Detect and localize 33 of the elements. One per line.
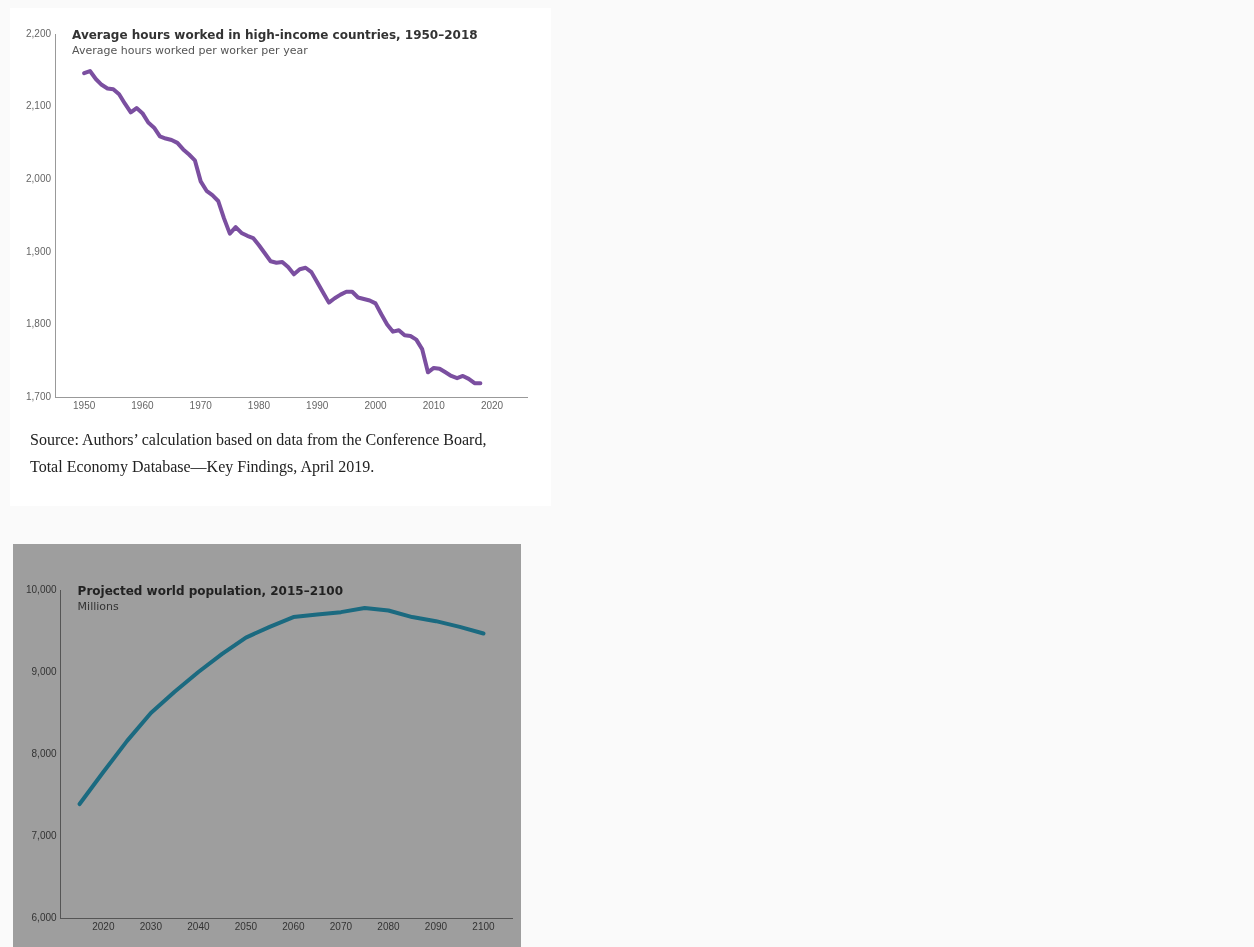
chart-title: Average hours worked in high-income countries, 1950–2018 bbox=[72, 28, 478, 43]
x-tick-label: 2070 bbox=[329, 920, 353, 932]
y-tick-label: 6,000 bbox=[31, 911, 58, 923]
y-tick-label: 7,000 bbox=[31, 829, 58, 841]
y-tick-label: 1,800 bbox=[25, 318, 52, 330]
text: Millions bbox=[77, 600, 119, 614]
chart-title: Projected world population, 2015–2100 bbox=[77, 584, 344, 599]
x-tick-label: 2100 bbox=[472, 920, 496, 932]
y-tick-label: 2,000 bbox=[25, 172, 52, 184]
y-tick-label: 9,000 bbox=[31, 665, 58, 677]
x-tick-label: 1980 bbox=[247, 399, 271, 411]
y-tick-label: 2,100 bbox=[25, 100, 52, 112]
text: Average hours worked per worker per year bbox=[72, 44, 309, 58]
x-tick-label: 2020 bbox=[480, 399, 504, 411]
x-tick-label: 2010 bbox=[422, 399, 446, 411]
x-tick-label: 2020 bbox=[92, 920, 115, 932]
y-tick-label: 10,000 bbox=[25, 583, 58, 595]
x-tick-label: 1950 bbox=[73, 399, 96, 411]
y-tick-label: 1,900 bbox=[25, 245, 52, 257]
x-tick-label: 2030 bbox=[139, 920, 163, 932]
x-tick-label: 2040 bbox=[187, 920, 210, 932]
y-tick-label: 1,700 bbox=[25, 390, 52, 402]
x-tick-label: 1970 bbox=[189, 399, 213, 411]
x-tick-label: 1960 bbox=[131, 399, 154, 411]
source-note: Source: Authors’ calculation based on data from the Conference Board, Total Economy Database—Key Findings, April 2019. bbox=[30, 430, 488, 478]
x-tick-label: 2080 bbox=[377, 920, 401, 932]
x-tick-label: 2050 bbox=[234, 920, 258, 932]
x-tick-label: 2060 bbox=[282, 920, 305, 932]
x-tick-label: 2000 bbox=[364, 399, 388, 411]
x-tick-label: 1990 bbox=[306, 399, 329, 411]
y-tick-label: 2,200 bbox=[25, 27, 52, 39]
y-tick-label: 8,000 bbox=[31, 747, 58, 759]
x-tick-label: 2090 bbox=[424, 920, 448, 932]
